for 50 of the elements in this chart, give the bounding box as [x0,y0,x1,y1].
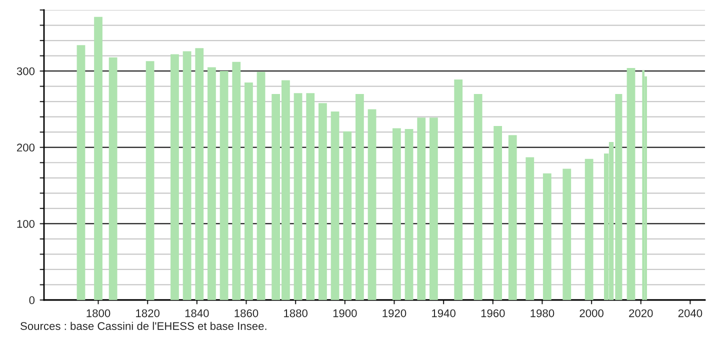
bar [146,61,154,300]
bar [356,94,364,300]
bar [208,67,216,300]
x-tick-label: 1920 [382,309,406,318]
bar [294,93,302,300]
bar [454,79,463,300]
bar [584,158,594,300]
bar [494,126,502,300]
bar [508,135,517,300]
bar [244,82,253,300]
bar [220,71,228,300]
bar [392,128,401,300]
x-tick-label: 1960 [481,309,505,318]
bar [368,109,376,300]
bar [626,68,636,300]
y-tick-label: 200 [16,144,35,152]
y-tick-label: 100 [17,220,35,228]
x-tick-label: 1980 [530,309,554,318]
bar [306,93,315,300]
x-tick-label: 1820 [136,309,160,318]
bar [417,118,426,300]
bar [108,57,118,300]
source-note: Sources : base Cassini de l'EHESS et base Insee. [20,322,266,330]
bar [330,112,340,300]
bar [318,103,327,300]
bar [170,54,179,300]
bar [76,45,86,300]
bar [343,131,352,300]
x-tick-label: 1940 [432,309,456,318]
bar [562,168,572,300]
bar [195,48,204,300]
bar [256,72,266,300]
x-tick-label: 2000 [580,309,604,318]
x-tick-label: 2020 [629,309,653,318]
bar [474,94,482,300]
bar [404,129,414,300]
x-tick-label: 1860 [234,309,258,318]
x-tick-label: 1880 [284,309,308,318]
bar [94,16,102,300]
x-tick-label: 1900 [333,309,357,318]
x-tick-label: 1800 [86,309,110,318]
bar [182,51,192,300]
x-tick-label: 2040 [678,309,702,318]
bar [232,62,241,300]
y-tick-label: 300 [16,67,35,76]
bar [430,118,438,300]
x-tick-label: 1840 [185,309,209,318]
y-tick-label: 0 [29,296,35,304]
bar [526,157,534,300]
bar [542,173,552,300]
